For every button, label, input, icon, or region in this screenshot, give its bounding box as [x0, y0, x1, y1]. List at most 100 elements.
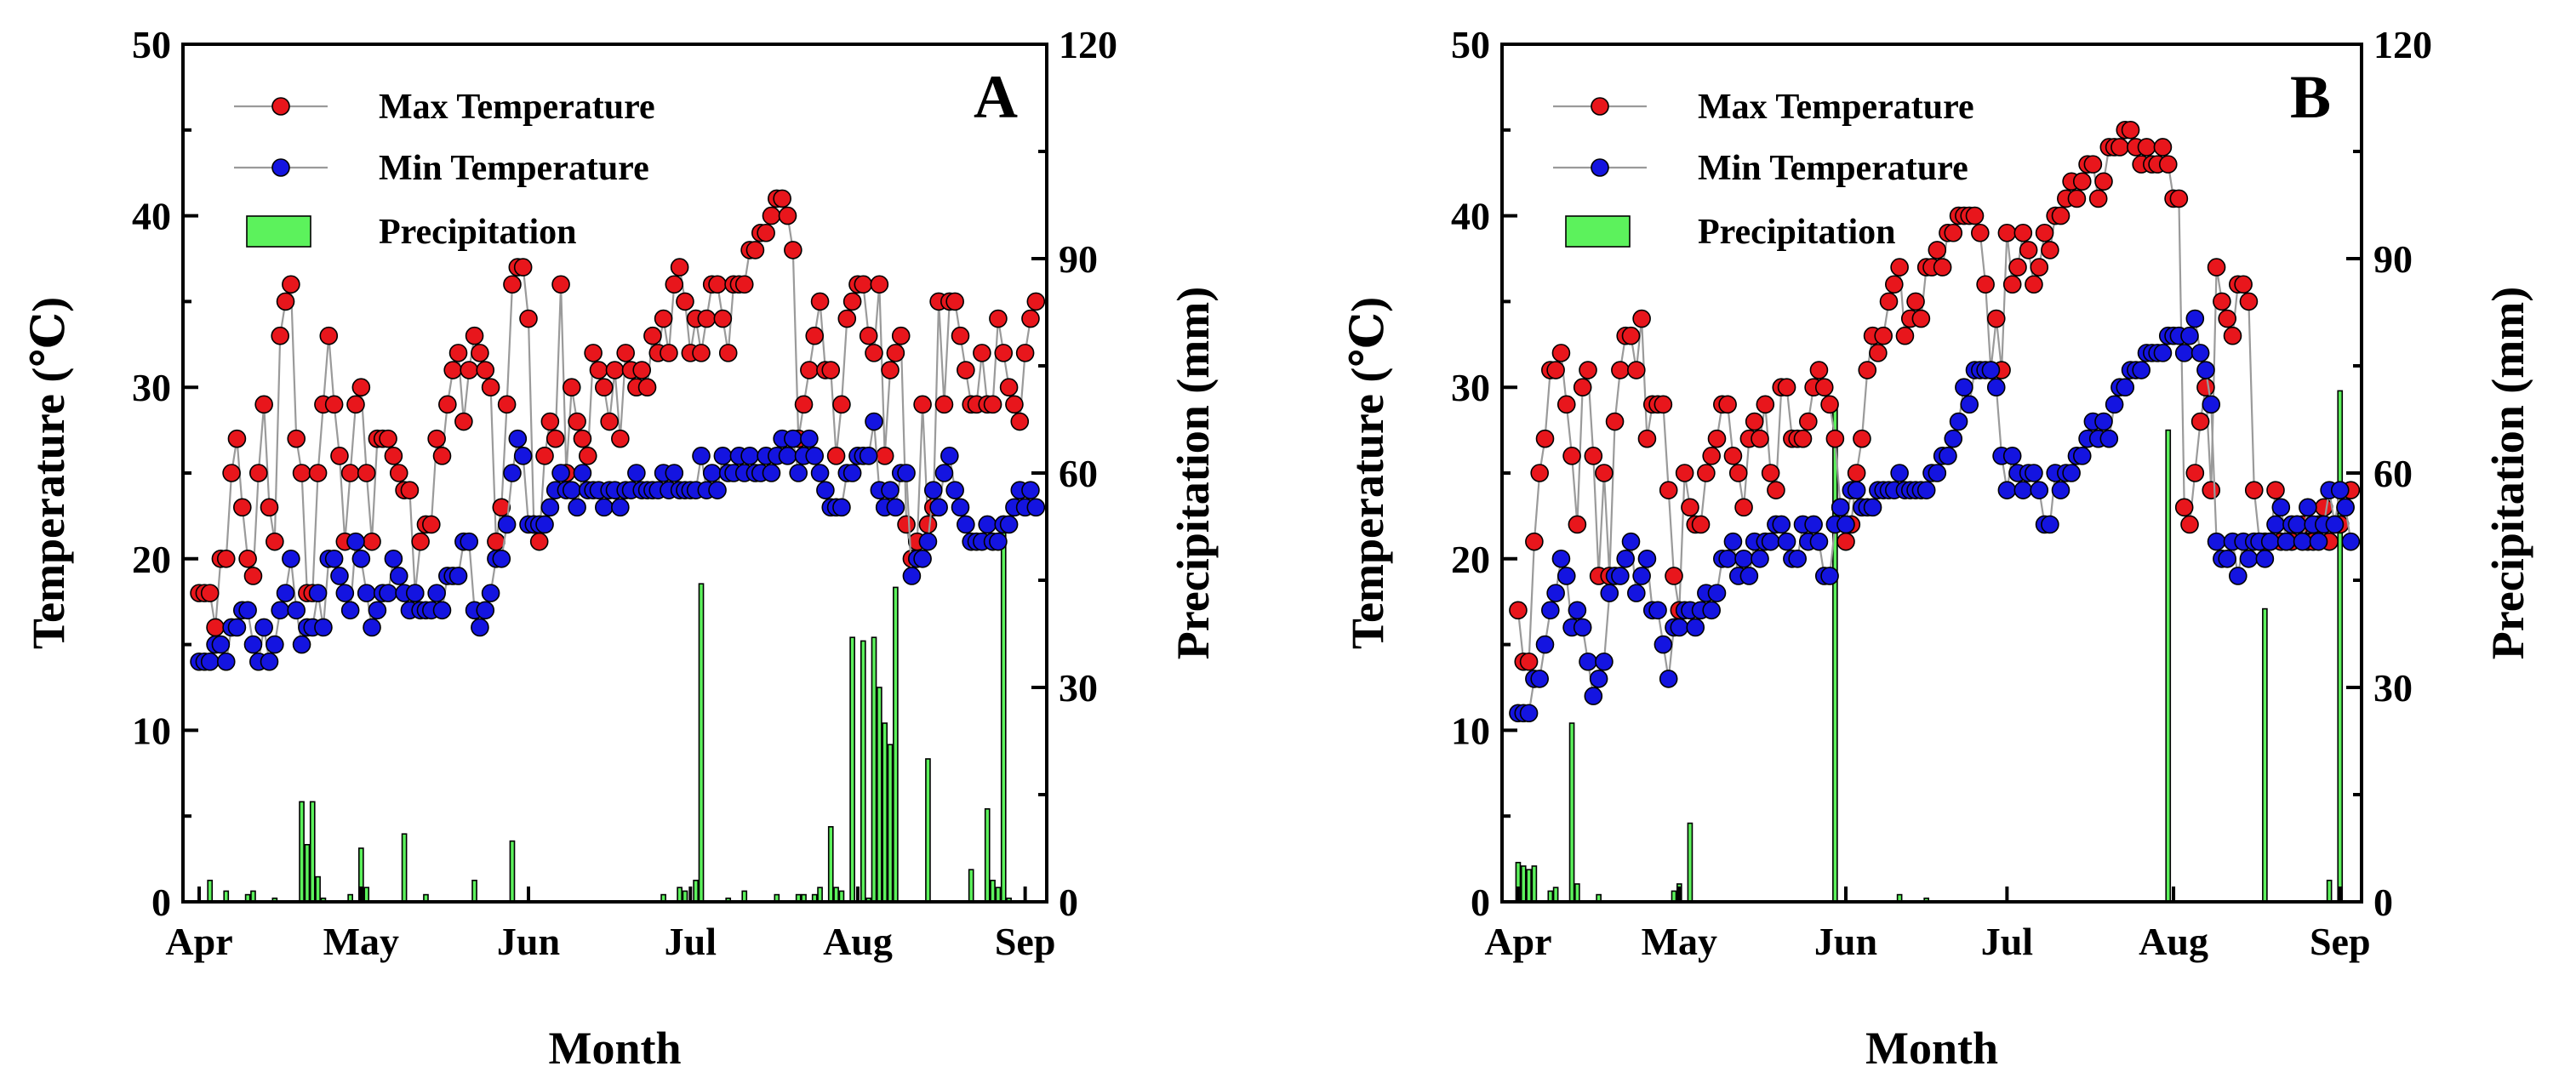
max-temperature-point: [481, 378, 500, 397]
max-temperature-point: [379, 429, 397, 448]
max-temperature-point: [1665, 567, 1683, 585]
precipitation-bar: [2337, 390, 2344, 903]
max-temperature-point: [1627, 361, 1646, 379]
precipitation-bar: [925, 758, 931, 903]
max-temperature-point: [859, 326, 878, 345]
min-temperature-point: [2013, 481, 2033, 499]
min-temperature-point: [2336, 498, 2355, 517]
max-temperature-point: [2174, 498, 2194, 517]
panel-a: A Temperature (℃) Precipitation (mm) Mon…: [23, 23, 1219, 1074]
min-temperature-point: [324, 549, 344, 568]
min-temperature-point: [1670, 618, 1689, 637]
min-temperature-point: [471, 618, 489, 637]
min-temperature-point: [1939, 447, 1957, 465]
max-temperature-point: [1793, 429, 1813, 448]
min-temperature-point: [1997, 481, 2017, 499]
max-temperature-point: [805, 326, 825, 345]
min-temperature-point: [800, 429, 819, 448]
min-temperature-point: [2030, 481, 2049, 499]
max-temperature-point: [2013, 223, 2033, 242]
min-temperature-point: [2255, 549, 2275, 568]
min-temperature-point: [551, 464, 570, 482]
min-temperature-point: [287, 601, 306, 620]
max-temperature-point: [821, 361, 841, 379]
min-temperature-point: [2196, 361, 2215, 379]
min-temperature-point: [2229, 567, 2248, 585]
min-temperature-point: [448, 567, 468, 585]
max-temperature-point: [2158, 155, 2178, 174]
min-temperature-point: [2072, 447, 2092, 465]
x-tick-label: Jul: [1981, 920, 2033, 963]
max-temperature-point: [2315, 498, 2333, 517]
min-temperature-point: [1723, 532, 1743, 551]
min-temperature-point: [1579, 652, 1597, 671]
legend-marker-max-temperature: [1591, 97, 1609, 116]
y-tick-label: 10: [1451, 709, 1490, 752]
min-temperature-point: [1809, 532, 1829, 551]
min-temperature-point: [2202, 395, 2221, 414]
min-temperature-point: [611, 498, 630, 517]
precipitation-bar: [304, 843, 311, 903]
min-temperature-point: [216, 652, 236, 671]
min-temperature-point: [1616, 549, 1635, 568]
x-tick-label: Apr: [1484, 920, 1551, 963]
max-temperature-point: [784, 241, 803, 259]
precipitation-bar: [315, 875, 321, 903]
min-temperature-point: [2132, 361, 2150, 379]
min-temperature-point: [276, 584, 295, 602]
x-tick-label: Aug: [2139, 920, 2208, 963]
max-temperature-point: [400, 481, 420, 499]
max-temperature-point: [2067, 189, 2087, 208]
max-temperature-point: [1659, 481, 1678, 499]
min-temperature-point: [1928, 464, 1947, 482]
max-temperature-point: [1026, 292, 1046, 311]
min-temperature-point: [1551, 549, 1571, 568]
min-temperature-point: [282, 549, 300, 568]
min-temperature-point: [573, 464, 592, 482]
max-temperature-point: [1745, 412, 1764, 431]
min-temperature-point: [1944, 429, 1963, 448]
max-temperature-point: [2185, 464, 2205, 482]
min-temperature-point: [2105, 395, 2124, 414]
max-temperature-point: [1756, 395, 1775, 414]
legend-label-max-temperature: Max Temperature: [1698, 88, 1974, 127]
precipitation-bar: [817, 887, 823, 903]
min-temperature-point: [1804, 515, 1823, 534]
precipitation-bar: [1687, 822, 1694, 903]
legend-label-precipitation: Precipitation: [1698, 213, 1896, 252]
max-temperature-point: [1825, 429, 1845, 448]
legend: Max Temperature Min Temperature Precipit…: [1698, 88, 1974, 252]
x-tick-label: Sep: [995, 920, 1056, 963]
max-temperature-point: [1869, 344, 1888, 362]
min-temperature-point: [1632, 567, 1651, 585]
max-temperature-point: [1799, 412, 1818, 431]
min-temperature-point: [627, 464, 646, 482]
plot-area: [181, 43, 1048, 904]
max-temperature-point: [989, 309, 1008, 328]
min-temperature-point: [1702, 601, 1721, 620]
legend-label-max-temperature: Max Temperature: [379, 88, 655, 127]
max-temperature-point: [2035, 223, 2054, 242]
y-axis-ticks: 0 10 20 30 40 50: [1451, 23, 1490, 924]
min-temperature-point: [292, 635, 311, 654]
max-temperature-point: [1568, 515, 1587, 534]
min-temperature-point: [2288, 515, 2307, 534]
min-temperature-point: [2002, 447, 2022, 465]
max-temperature-point: [973, 344, 991, 362]
max-temperature-point: [1858, 361, 1877, 379]
max-temperature-point: [1751, 429, 1769, 448]
max-temperature-point: [487, 532, 505, 551]
max-temperature-point: [1944, 223, 1963, 242]
min-temperature-point: [692, 447, 711, 465]
min-temperature-point: [497, 515, 517, 534]
min-temperature-point: [1584, 687, 1603, 705]
max-temperature-point: [1573, 378, 1592, 397]
min-temperature-point: [476, 601, 495, 620]
max-temperature-point: [2094, 172, 2113, 191]
max-temperature-point: [745, 241, 765, 259]
min-temperature-point: [513, 447, 533, 465]
min-temperature-point: [503, 464, 522, 482]
max-temperature-point: [1595, 464, 1614, 482]
min-temperature-point: [1739, 567, 1759, 585]
min-temperature-point: [1654, 635, 1673, 654]
